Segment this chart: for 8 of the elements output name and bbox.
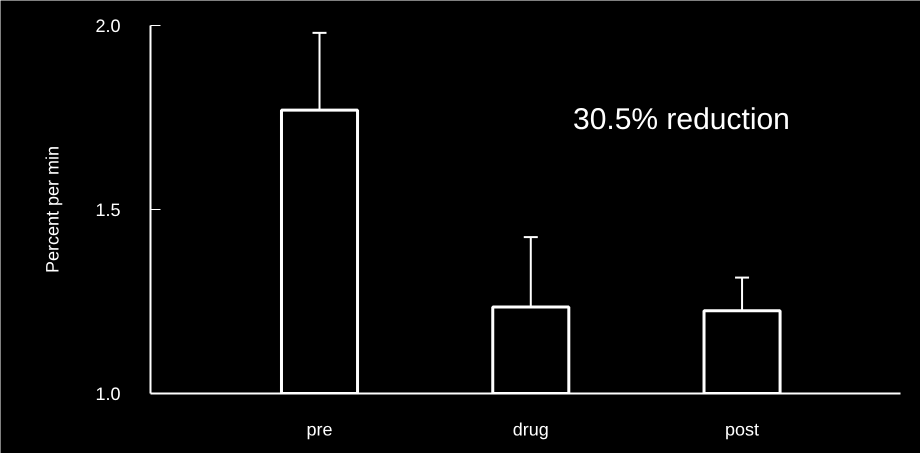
y-tick-label: 1.5 — [95, 200, 121, 220]
x-tick-label: drug — [512, 420, 549, 440]
y-axis-title: Percent per min — [42, 146, 62, 274]
y-tick-label: 2.0 — [95, 16, 121, 36]
y-tick-label: 1.0 — [95, 384, 121, 404]
x-tick-label: post — [725, 420, 760, 440]
x-tick-label: pre — [306, 420, 333, 440]
annotation: 30.5% reduction — [573, 102, 790, 136]
